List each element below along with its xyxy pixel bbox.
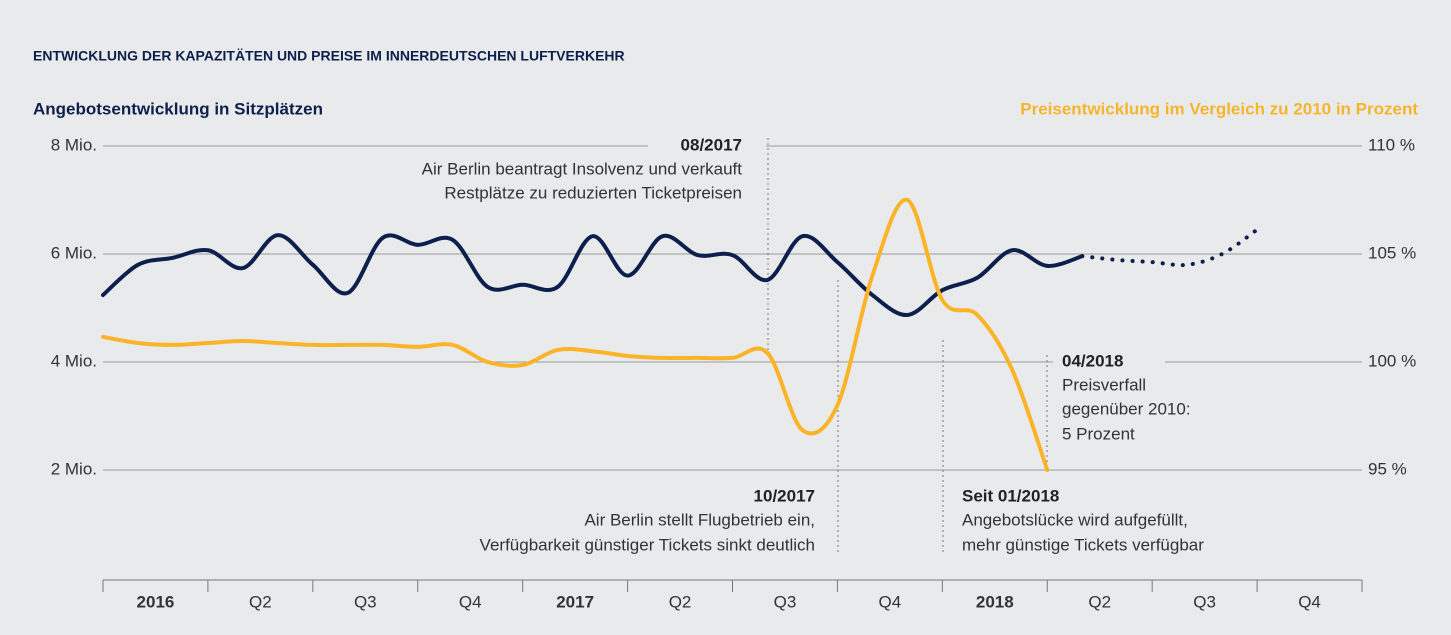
annotations: 08/2017 Air Berlin beantragt Insolvenz u… xyxy=(422,134,1204,554)
annotation-text: mehr günstige Tickets verfügbar xyxy=(962,535,1204,554)
y-axis-label: Angebotsentwicklung in Sitzplätzen xyxy=(33,99,323,118)
annotation-guides xyxy=(767,138,1048,555)
annotation-text: Air Berlin beantragt Insolvenz und verka… xyxy=(422,159,743,178)
x-tick-label: Q3 xyxy=(774,592,797,611)
y-tick-label: 6 Mio. xyxy=(51,243,97,262)
x-tick-label: Q3 xyxy=(354,592,377,611)
chart-title: ENTWICKLUNG DER KAPAZITÄTEN UND PREISE I… xyxy=(33,48,625,64)
x-tick-label: Q4 xyxy=(1298,592,1321,611)
annotation-title: 10/2017 xyxy=(754,486,815,505)
annotation-text: Preisverfall xyxy=(1062,375,1146,394)
x-tick-label: 2018 xyxy=(976,592,1014,611)
y-tick-label: 2 Mio. xyxy=(51,459,97,478)
label-bg xyxy=(648,134,766,158)
x-tick-label: 2017 xyxy=(556,592,594,611)
annotation-text: Air Berlin stellt Flugbetrieb ein, xyxy=(584,510,815,529)
y2-tick-label: 110 % xyxy=(1368,135,1415,154)
y-tick-label: 4 Mio. xyxy=(51,351,97,370)
y2-tick-label: 95 % xyxy=(1368,459,1407,478)
x-tick-label: Q4 xyxy=(459,592,482,611)
series-line xyxy=(101,233,1085,318)
y2-axis-label: Preisentwicklung im Vergleich zu 2010 in… xyxy=(1020,99,1418,118)
y2-tick-label: 105 % xyxy=(1368,243,1416,262)
x-tick-label: Q2 xyxy=(1088,592,1111,611)
annotation-title: 08/2017 xyxy=(681,135,742,154)
label-bg xyxy=(1053,350,1165,374)
y2-tick-label: 100 % xyxy=(1368,351,1416,370)
annotation-title: Seit 01/2018 xyxy=(962,486,1059,505)
x-tick-label: Q4 xyxy=(879,592,902,611)
x-tick-label: Q3 xyxy=(1193,592,1216,611)
plot xyxy=(101,197,1260,472)
series-line xyxy=(101,197,1050,472)
y-tick-label: 8 Mio. xyxy=(51,135,97,154)
x-tick-label: 2016 xyxy=(137,592,175,611)
annotation-text: Angebotslücke wird aufgefüllt, xyxy=(962,510,1188,529)
x-tick-label: Q2 xyxy=(669,592,692,611)
annotation-title: 04/2018 xyxy=(1062,351,1123,370)
annotation-text: Verfügbarkeit günstiger Tickets sinkt de… xyxy=(480,535,815,554)
x-tick-label: Q2 xyxy=(249,592,272,611)
annotation-text: 5 Prozent xyxy=(1062,424,1135,443)
annotation-text: gegenüber 2010: xyxy=(1062,399,1191,418)
annotation-text: Restplätze zu reduzierten Ticketpreisen xyxy=(444,183,742,202)
series-line xyxy=(1080,227,1260,268)
